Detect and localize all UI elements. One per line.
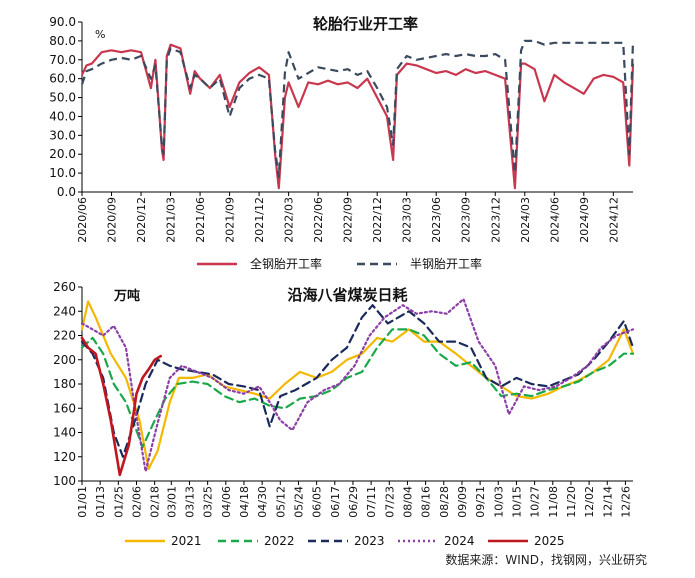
chart1-x-tick-label: 2021/09	[224, 197, 237, 243]
chart2-x-tick-label: 06/17	[329, 486, 342, 518]
chart2-y-unit: 万吨	[113, 288, 140, 304]
chart2-x-tick-label: 03/13	[183, 486, 196, 518]
chart2-x-tick-label: 07/23	[383, 486, 396, 518]
chart2-x-tick-label: 02/06	[130, 486, 143, 518]
chart2-x-tick-label: 01/25	[112, 486, 125, 518]
chart2-x-tick-label: 04/06	[220, 486, 233, 518]
chart2-x-tick-label: 04/18	[238, 486, 251, 518]
chart1-y-tick-label: 20.0	[49, 147, 76, 161]
chart2-x-tick-label: 01/01	[76, 486, 89, 518]
chart2-x-tick-label: 06/29	[347, 486, 360, 518]
chart2-x-tick-label: 10/15	[510, 486, 523, 518]
chart1-x-tick-label: 2022/03	[283, 197, 296, 243]
chart2-x-tick-label: 06/05	[311, 486, 324, 518]
chart1-legend-label: 全钢胎开工率	[250, 256, 322, 271]
chart1-x-tick-label: 2024/06	[548, 197, 561, 243]
chart1-y-tick-label: 40.0	[49, 109, 76, 123]
chart1-series-semi-steel-line	[80, 39, 635, 178]
chart1-x-tick-label: 2024/03	[519, 197, 532, 243]
chart2-x-tick-label: 03/01	[165, 486, 178, 518]
chart2-legend-label: 2025	[534, 534, 565, 548]
chart1-series-full-steel-line	[81, 43, 635, 190]
chart2-y-tick-label: 120	[53, 450, 76, 464]
chart1-y-tick-label: 90.0	[49, 15, 76, 29]
chart1-x-tick-label: 2020/09	[106, 197, 119, 243]
chart1-x-tick-label: 2023/03	[401, 197, 414, 243]
chart2-series-2021-line	[80, 300, 635, 470]
chart2-x-tick-label: 09/09	[456, 486, 469, 518]
chart1-x-tick-label: 2020/12	[135, 197, 148, 243]
chart2-y-tick-label: 240	[53, 304, 76, 318]
chart1-x-tick-label: 2022/09	[342, 197, 355, 243]
chart1-x-tick-label: 2021/12	[253, 197, 266, 243]
chart2-x-tick-label: 12/14	[601, 486, 614, 518]
chart1-x-tick-label: 2024/12	[607, 197, 620, 243]
chart2-x-tick-label: 01/13	[94, 486, 107, 518]
chart1-x-tick-label: 2024/09	[578, 197, 591, 243]
chart2-x-tick-label: 11/08	[547, 486, 560, 518]
chart1-x-tick-label: 2022/12	[371, 197, 384, 243]
chart2-x-tick-label: 05/24	[292, 486, 305, 518]
chart1-title: 轮胎行业开工率	[313, 15, 418, 33]
chart2-title: 沿海八省煤炭日耗	[287, 286, 407, 304]
chart2-legend-label: 2021	[171, 534, 202, 548]
chart1-x-tick-label: 2021/06	[194, 197, 207, 243]
chart1-x-tick-label: 2022/06	[312, 197, 325, 243]
chart2-y-tick-label: 200	[53, 353, 76, 367]
chart2-x-tick-label: 12/26	[619, 486, 632, 518]
chart1-x-tick-label: 2023/12	[489, 197, 502, 243]
chart2-x-tick-label: 04/30	[256, 486, 269, 518]
source-note: 数据来源：WIND，找钢网，兴业研究	[445, 553, 647, 567]
chart1-y-tick-label: 70.0	[49, 53, 76, 67]
chart1-x-tick-label: 2023/06	[430, 197, 443, 243]
chart2-legend-label: 2023	[354, 534, 385, 548]
chart2-x-tick-label: 10/27	[529, 486, 542, 518]
chart2-y-tick-label: 140	[53, 426, 76, 440]
chart2-legend-label: 2024	[444, 534, 475, 548]
chart2-y-tick-label: 180	[53, 377, 76, 391]
chart2-series-2024-line	[80, 298, 635, 473]
chart2-x-tick-label: 09/21	[474, 486, 487, 518]
chart2-series-2022-line	[80, 328, 635, 449]
chart2-series-2025-line	[80, 336, 162, 477]
chart2-x-tick-label: 12/02	[583, 486, 596, 518]
chart2-legend-label: 2022	[264, 534, 295, 548]
chart2-series-2023-line	[80, 304, 635, 458]
chart1-y-tick-label: 0.0	[57, 185, 76, 199]
chart2-x-tick-label: 05/12	[274, 486, 287, 518]
chart2-y-tick-label: 160	[53, 401, 76, 415]
chart1-y-unit: %	[95, 28, 105, 41]
chart2-x-tick-label: 10/03	[492, 486, 505, 518]
chart1-y-tick-label: 30.0	[49, 128, 76, 142]
chart2-x-tick-label: 11/20	[565, 486, 578, 518]
chart1-y-tick-label: 50.0	[49, 91, 76, 105]
chart2-x-tick-label: 08/04	[401, 486, 414, 518]
chart2-x-tick-label: 07/11	[365, 486, 378, 518]
chart2-y-tick-label: 260	[53, 280, 76, 294]
chart1-x-tick-label: 2021/03	[165, 197, 178, 243]
chart2-x-tick-label: 08/16	[420, 486, 433, 518]
chart1-x-tick-label: 2020/06	[76, 197, 89, 243]
chart2-x-tick-label: 02/18	[149, 486, 162, 518]
chart1-y-tick-label: 60.0	[49, 72, 76, 86]
chart1-legend-label: 半钢胎开工率	[410, 256, 482, 271]
chart2-x-tick-label: 03/25	[202, 486, 215, 518]
chart1-x-tick-label: 2023/09	[460, 197, 473, 243]
chart2-x-tick-label: 08/28	[438, 486, 451, 518]
chart1-y-tick-label: 80.0	[49, 34, 76, 48]
chart1-y-tick-label: 10.0	[49, 166, 76, 180]
chart2-y-tick-label: 220	[53, 329, 76, 343]
chart2-y-tick-label: 100	[53, 474, 76, 488]
